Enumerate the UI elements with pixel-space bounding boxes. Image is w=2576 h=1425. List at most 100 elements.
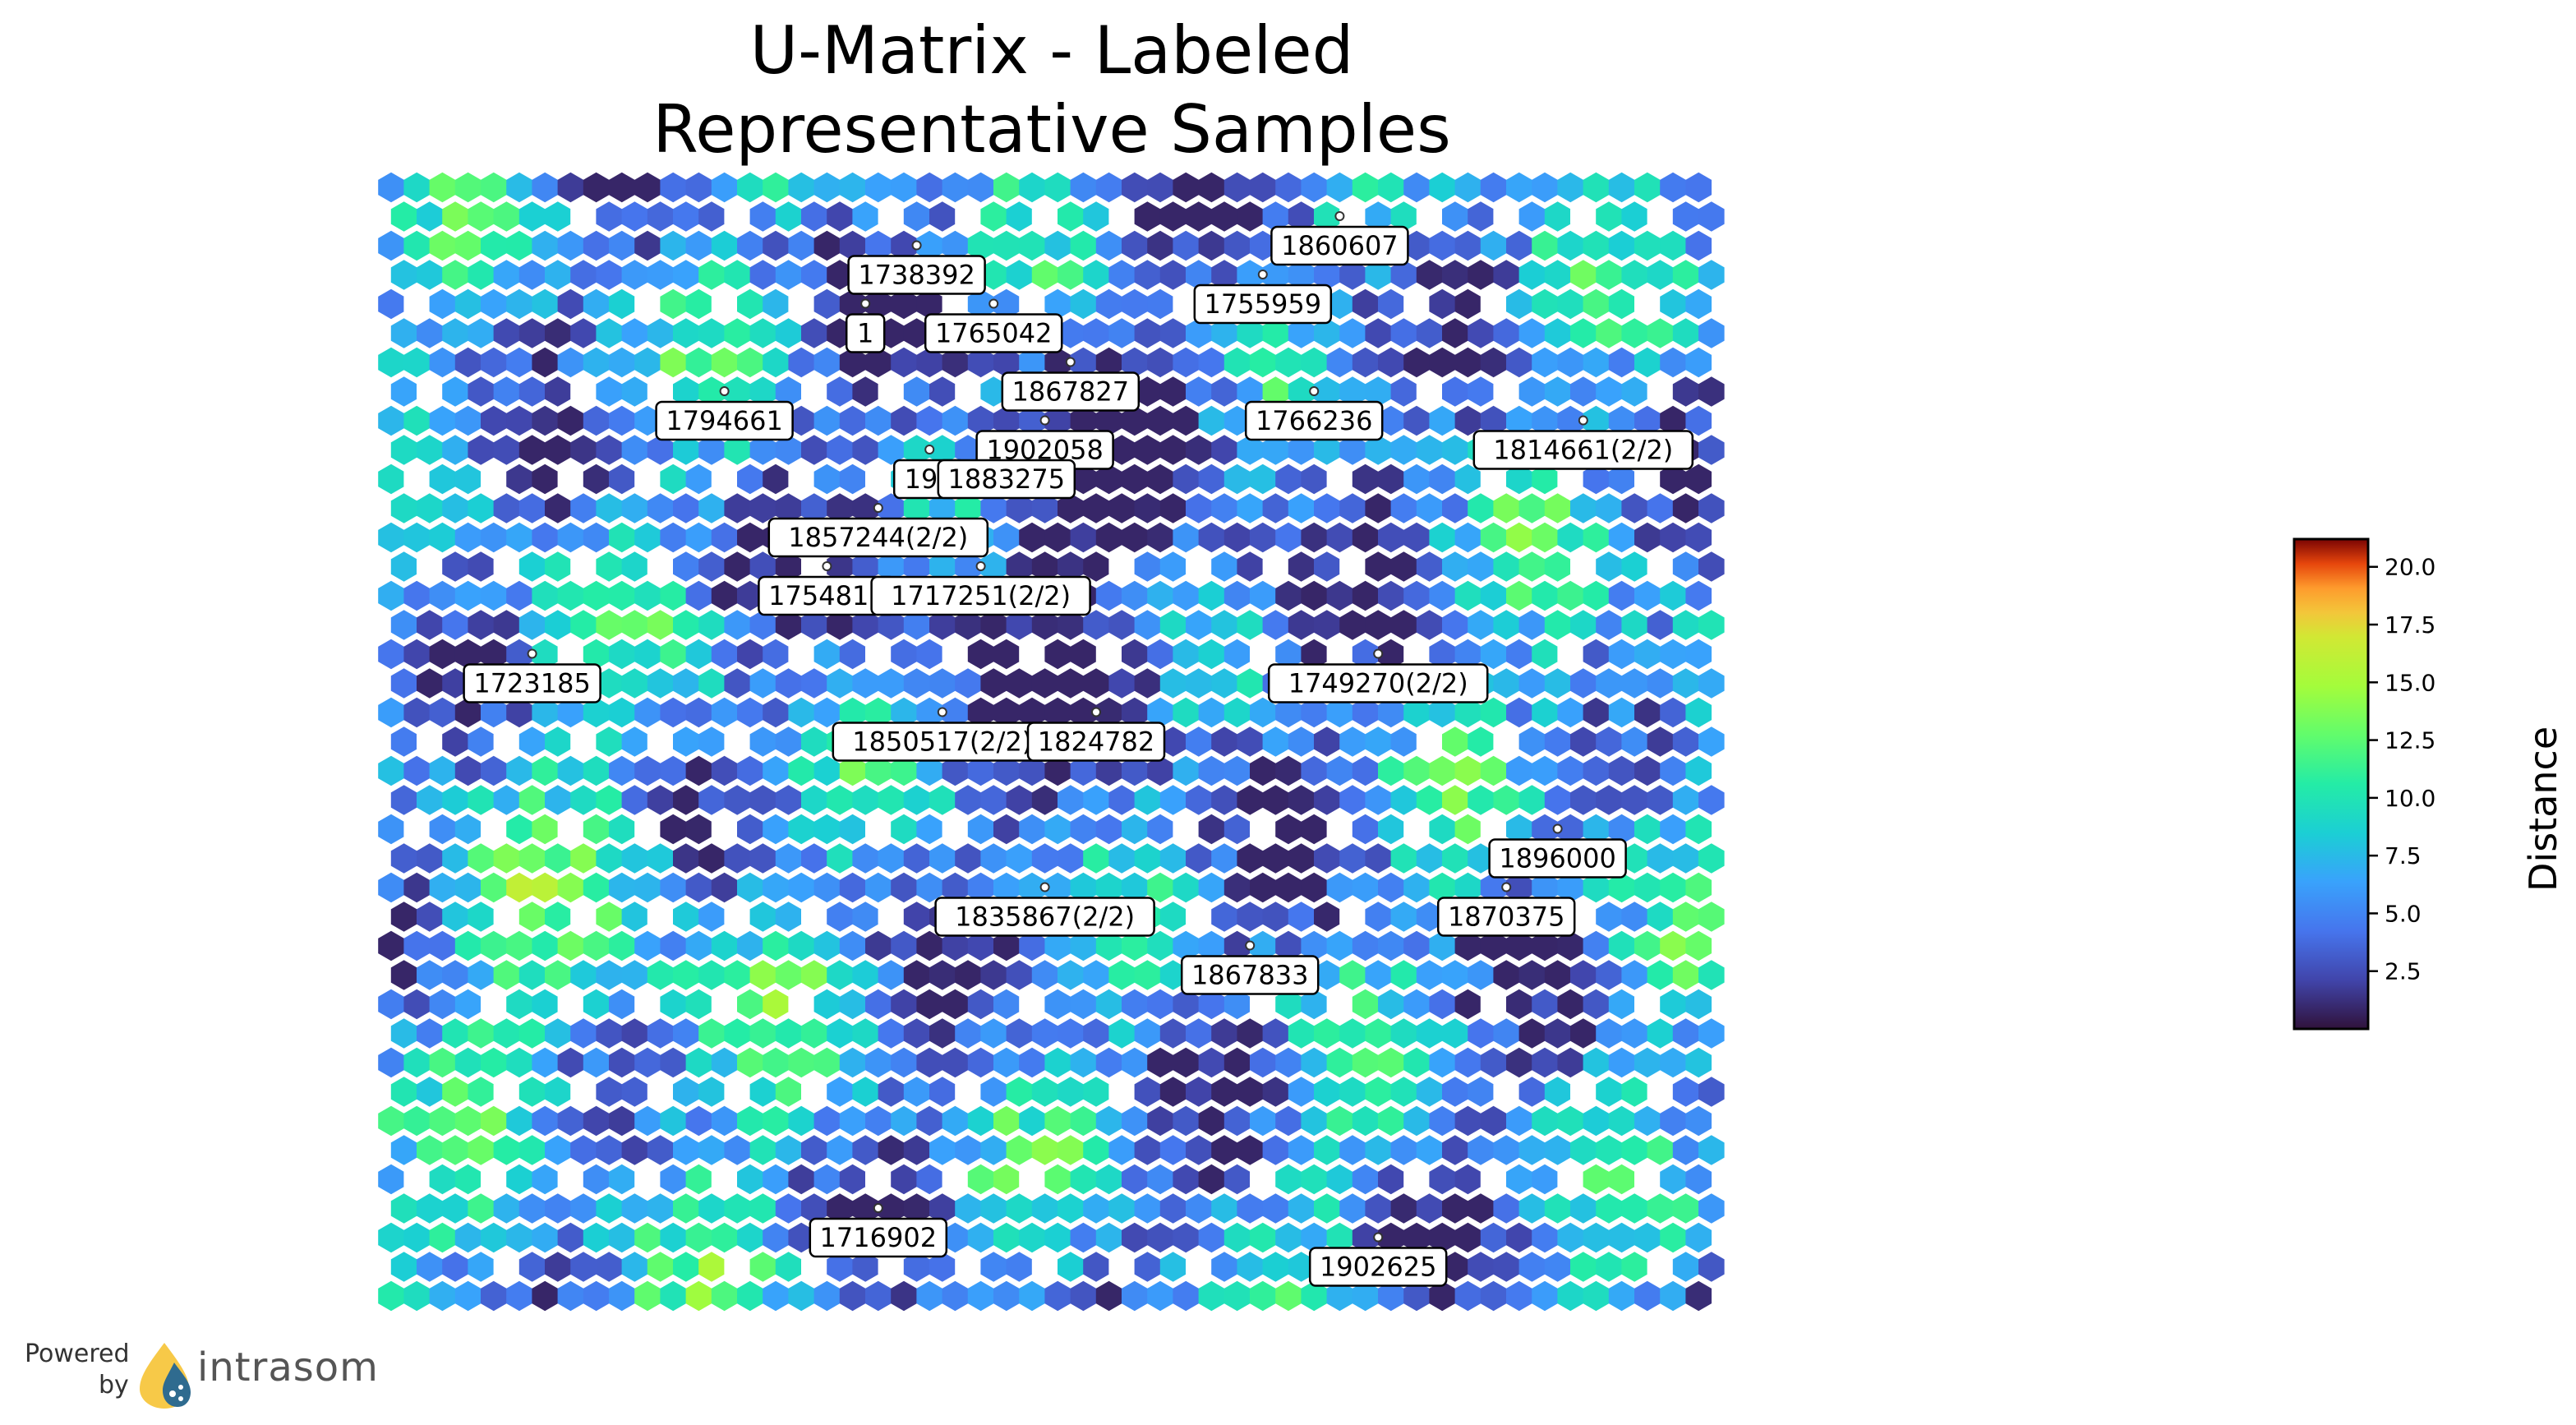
sample-label-text: 1717251(2/2): [891, 580, 1071, 611]
hex-cell: [609, 1164, 635, 1195]
hex-cell: [737, 288, 763, 320]
hex-cell: [1583, 1280, 1610, 1312]
hex-cell: [1621, 610, 1647, 640]
hex-cell: [545, 843, 571, 874]
hex-cell: [481, 580, 507, 611]
hex-cell: [788, 1164, 814, 1195]
hex-cell: [1019, 639, 1045, 670]
hex-cell: [1698, 726, 1725, 757]
hex-cell: [737, 755, 763, 786]
hex-cell: [468, 843, 494, 874]
hex-cell: [1186, 260, 1212, 290]
hex-cell: [1454, 580, 1482, 611]
hex-cell: [1223, 1280, 1251, 1312]
hex-cell: [545, 1135, 571, 1165]
hex-cell: [1429, 1164, 1455, 1195]
hex-cell: [621, 960, 648, 990]
hex-cell: [1647, 551, 1674, 582]
hex-cell: [1198, 347, 1225, 378]
hex-cell: [493, 843, 520, 874]
hex-cell: [621, 1018, 648, 1049]
hex-cell: [839, 463, 866, 495]
hex-cell: [763, 288, 789, 320]
hex-cell: [442, 1252, 468, 1282]
hex-cell: [1083, 960, 1109, 990]
hex-cell: [1031, 551, 1058, 582]
hex-cell: [532, 522, 558, 553]
hex-cell: [660, 1222, 686, 1253]
hex-cell: [390, 376, 417, 407]
hex-cell: [749, 1077, 776, 1107]
hex-cell: [967, 1222, 994, 1253]
hex-cell: [1058, 1252, 1084, 1282]
hex-cell: [1019, 1047, 1045, 1078]
colorbar-tick-label: 7.5: [2385, 842, 2422, 869]
hex-cell: [1557, 463, 1583, 495]
hex-cell: [1583, 872, 1610, 903]
hex-cell: [891, 639, 917, 670]
hex-cell: [1275, 1047, 1302, 1078]
hex-cell: [634, 1105, 661, 1137]
hex-cell: [891, 288, 917, 320]
hex-cell: [724, 1252, 750, 1282]
hex-cell: [1031, 1018, 1058, 1049]
hex-cell: [429, 989, 456, 1020]
hex-cell: [1262, 726, 1289, 757]
hex-cell: [545, 1252, 571, 1282]
hex-cell: [481, 639, 507, 670]
hex-cell: [673, 668, 699, 699]
hex-cell: [621, 843, 648, 874]
hex-cell: [711, 230, 738, 261]
hex-cell: [1352, 1280, 1379, 1312]
hex-cell: [916, 288, 942, 320]
hex-cell: [1006, 1018, 1033, 1049]
hex-cell: [1493, 668, 1519, 699]
hex-cell: [801, 493, 827, 523]
hex-cell: [1532, 872, 1558, 903]
hex-cell: [403, 755, 430, 786]
hex-cell: [1493, 610, 1519, 640]
hex-cell: [1506, 1280, 1532, 1312]
sample-label-box: [1270, 225, 1409, 266]
hex-cell: [390, 668, 417, 699]
hex-cell: [1031, 1135, 1058, 1165]
hex-cell: [763, 814, 789, 845]
hex-cell: [698, 960, 725, 990]
hex-cell: [1339, 551, 1366, 582]
hex-cell: [1044, 755, 1071, 786]
hex-cell: [634, 639, 661, 670]
hex-cell: [1557, 755, 1583, 786]
sample-label-box: [1308, 1247, 1448, 1287]
hex-cell: [1223, 1105, 1251, 1137]
hex-cell: [711, 872, 738, 903]
hex-cell: [481, 347, 507, 378]
hex-cell: [1442, 201, 1468, 232]
hex-cell: [442, 201, 468, 232]
hex-cell: [711, 580, 738, 611]
hex-cell: [1211, 902, 1237, 932]
hex-cell: [1647, 610, 1674, 640]
hex-cell: [532, 930, 558, 962]
hex-cell: [557, 405, 584, 436]
hex-cell: [827, 1018, 853, 1049]
hex-cell: [1557, 288, 1583, 320]
hex-cell: [1698, 260, 1725, 290]
hex-cell: [1198, 697, 1225, 728]
hex-cell: [1083, 1252, 1109, 1282]
hex-cell: [1288, 610, 1315, 640]
hex-cell: [724, 726, 750, 757]
hex-cell: [557, 1105, 584, 1137]
hex-cell: [1122, 1222, 1148, 1253]
hex-cell: [852, 610, 878, 640]
hex-cell: [1275, 1280, 1302, 1312]
hex-cell: [916, 872, 942, 903]
hex-cell: [1583, 930, 1610, 962]
hex-cell: [545, 318, 571, 348]
hex-cell: [454, 347, 482, 378]
hex-cell: [698, 435, 725, 465]
hex-cell: [1301, 872, 1327, 903]
hex-cell: [685, 463, 712, 495]
hex-cell: [1198, 230, 1225, 261]
hex-cell: [493, 1252, 520, 1282]
hex-cell: [1211, 1018, 1237, 1049]
